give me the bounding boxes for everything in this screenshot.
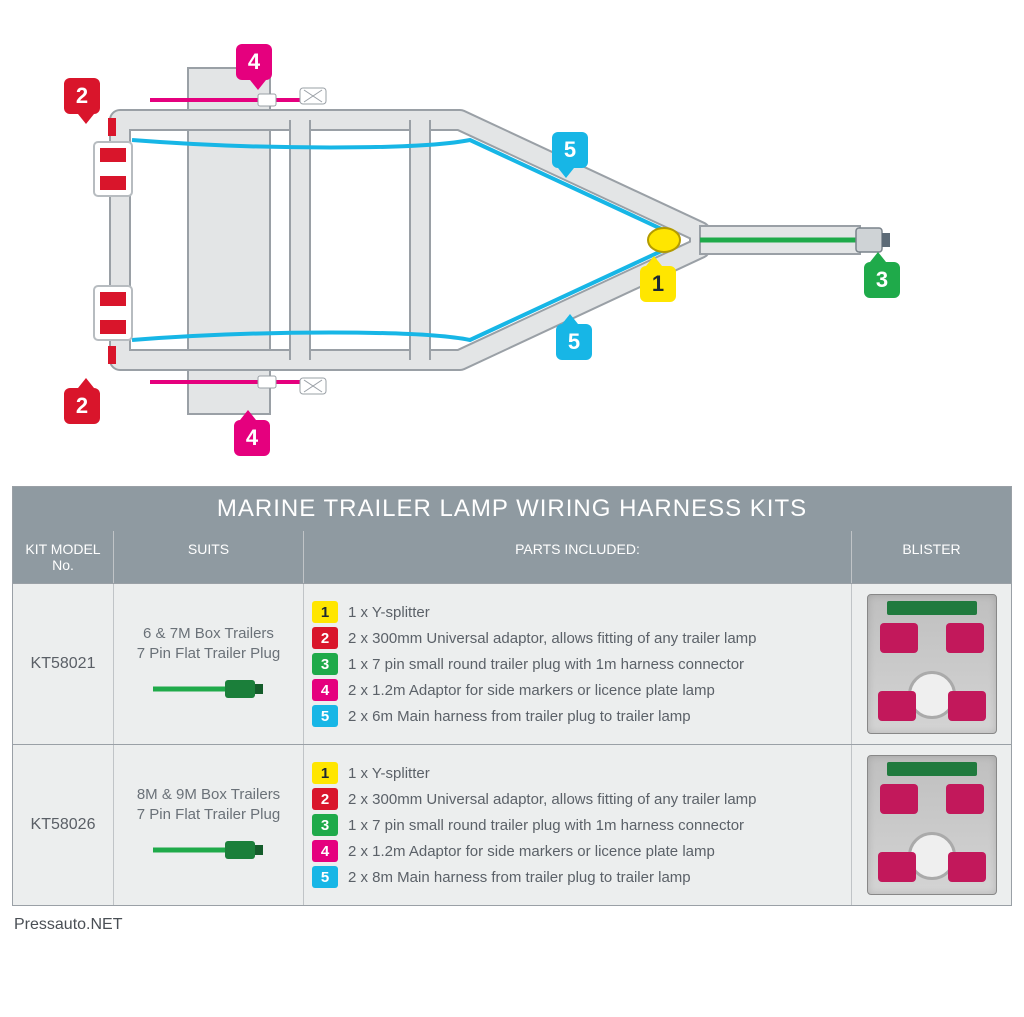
kits-table: MARINE TRAILER LAMP WIRING HARNESS KITS … bbox=[12, 486, 1012, 906]
part-text: 2 x 300mm Universal adaptor, allows fitt… bbox=[348, 630, 757, 647]
table-title: MARINE TRAILER LAMP WIRING HARNESS KITS bbox=[13, 487, 1011, 531]
blister-pack-image bbox=[867, 594, 997, 734]
part-text: 1 x Y-splitter bbox=[348, 765, 430, 782]
col-header-kit: KIT MODEL No. bbox=[13, 531, 113, 583]
part-text: 1 x 7 pin small round trailer plug with … bbox=[348, 817, 744, 834]
part-text: 2 x 6m Main harness from trailer plug to… bbox=[348, 708, 691, 725]
part-text: 1 x 7 pin small round trailer plug with … bbox=[348, 656, 744, 673]
part-line: 3 1 x 7 pin small round trailer plug with… bbox=[312, 814, 843, 836]
part-text: 2 x 8m Main harness from trailer plug to… bbox=[348, 869, 691, 886]
plug-icon bbox=[149, 674, 269, 704]
part-line: 5 2 x 8m Main harness from trailer plug t… bbox=[312, 866, 843, 888]
part-line: 1 1 x Y-splitter bbox=[312, 762, 843, 784]
col-header-blister: BLISTER bbox=[851, 531, 1011, 583]
kit-model-no: KT58021 bbox=[21, 655, 105, 673]
callout-5: 5 bbox=[556, 324, 592, 360]
part-line: 4 2 x 1.2m Adaptor for side markers or li… bbox=[312, 840, 843, 862]
callout-1: 1 bbox=[640, 266, 676, 302]
part-text: 2 x 1.2m Adaptor for side markers or lic… bbox=[348, 843, 715, 860]
plug-icon bbox=[149, 835, 269, 865]
part-badge-2: 2 bbox=[312, 627, 338, 649]
part-badge-3: 3 bbox=[312, 653, 338, 675]
callout-4: 4 bbox=[234, 420, 270, 456]
part-badge-4: 4 bbox=[312, 679, 338, 701]
part-badge-2: 2 bbox=[312, 788, 338, 810]
part-badge-3: 3 bbox=[312, 814, 338, 836]
table-header-row: KIT MODEL No. SUITS PARTS INCLUDED: BLIS… bbox=[13, 531, 1011, 583]
suits-text: 6 & 7M Box Trailers7 Pin Flat Trailer Pl… bbox=[122, 624, 295, 665]
part-line: 2 2 x 300mm Universal adaptor, allows fit… bbox=[312, 627, 843, 649]
part-line: 4 2 x 1.2m Adaptor for side markers or li… bbox=[312, 679, 843, 701]
part-badge-5: 5 bbox=[312, 866, 338, 888]
part-badge-1: 1 bbox=[312, 601, 338, 623]
suits-text: 8M & 9M Box Trailers7 Pin Flat Trailer P… bbox=[122, 785, 295, 826]
callout-5: 5 bbox=[552, 132, 588, 168]
part-text: 2 x 1.2m Adaptor for side markers or lic… bbox=[348, 682, 715, 699]
kit-model-no: KT58026 bbox=[21, 816, 105, 834]
part-badge-1: 1 bbox=[312, 762, 338, 784]
col-header-parts: PARTS INCLUDED: bbox=[303, 531, 851, 583]
part-line: 2 2 x 300mm Universal adaptor, allows fit… bbox=[312, 788, 843, 810]
callout-2: 2 bbox=[64, 78, 100, 114]
blister-pack-image bbox=[867, 755, 997, 895]
part-text: 1 x Y-splitter bbox=[348, 604, 430, 621]
part-line: 5 2 x 6m Main harness from trailer plug t… bbox=[312, 705, 843, 727]
trailer-wiring-diagram: 2 4 5 1 3 5 2 4 bbox=[0, 0, 1024, 480]
callout-3: 3 bbox=[864, 262, 900, 298]
part-badge-4: 4 bbox=[312, 840, 338, 862]
callout-4: 4 bbox=[236, 44, 272, 80]
diagram-svg bbox=[0, 0, 1024, 480]
col-header-suits: SUITS bbox=[113, 531, 303, 583]
table-row: KT58026 8M & 9M Box Trailers7 Pin Flat Tr… bbox=[13, 744, 1011, 905]
callout-2: 2 bbox=[64, 388, 100, 424]
part-line: 3 1 x 7 pin small round trailer plug with… bbox=[312, 653, 843, 675]
part-badge-5: 5 bbox=[312, 705, 338, 727]
part-text: 2 x 300mm Universal adaptor, allows fitt… bbox=[348, 791, 757, 808]
part-line: 1 1 x Y-splitter bbox=[312, 601, 843, 623]
footer-credit: Pressauto.NET bbox=[0, 910, 1024, 944]
table-row: KT58021 6 & 7M Box Trailers7 Pin Flat Tra… bbox=[13, 583, 1011, 744]
